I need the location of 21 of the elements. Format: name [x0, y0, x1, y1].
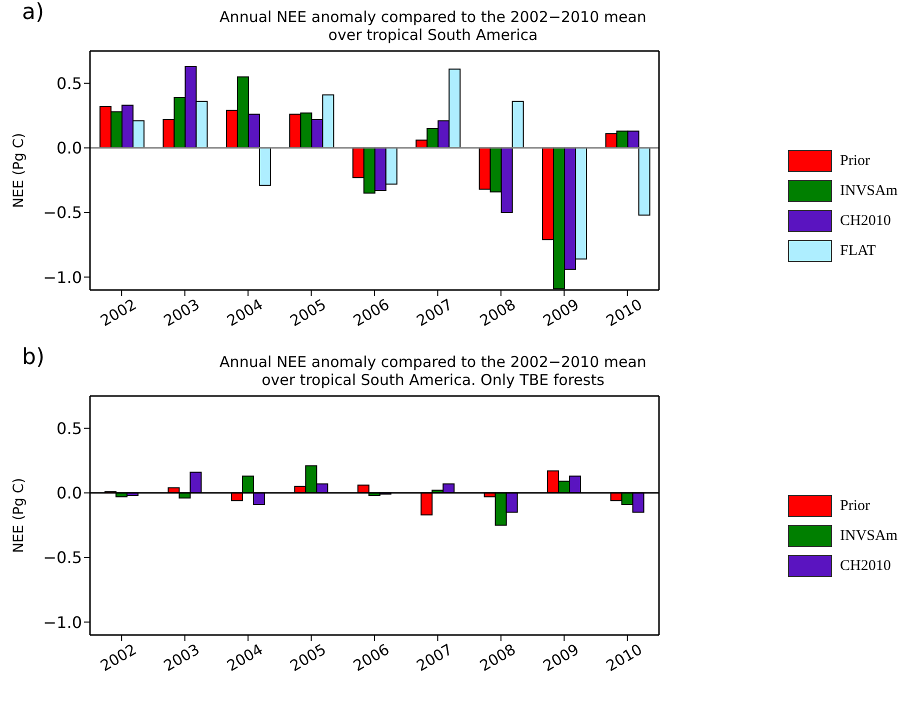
- legend-label: CH2010: [840, 558, 891, 574]
- chart-title: Annual NEE anomaly compared to the 2002−2010 mean over tropical South America: [218, 8, 648, 44]
- legend-label: INVSAm: [840, 182, 898, 200]
- legend-label: INVSAm: [840, 528, 898, 544]
- legend-label: CH2010: [840, 212, 891, 230]
- y-axis-title: NEE (Pg C): [10, 132, 27, 208]
- y-tick-label: 0.5: [56, 418, 82, 438]
- legend-label: Prior: [840, 498, 870, 514]
- y-tick-label: 0.0: [56, 138, 82, 158]
- y-tick-label: 0.0: [56, 484, 82, 503]
- legend-label: FLAT: [840, 242, 876, 260]
- y-tick-label: −0.5: [43, 203, 82, 222]
- chart-title: Annual NEE anomaly compared to the 2002−2010 mean over tropical South America. Only TBE forests: [218, 353, 648, 389]
- y-tick-label: 0.5: [56, 74, 82, 93]
- y-tick-label: −1.0: [43, 268, 82, 287]
- text: a): [22, 0, 44, 25]
- legend-label: Prior: [840, 152, 870, 170]
- y-tick-label: −0.5: [43, 548, 82, 568]
- text: b): [22, 345, 45, 370]
- y-axis-title: NEE (Pg C): [10, 478, 27, 554]
- y-tick-label: −1.0: [43, 612, 82, 632]
